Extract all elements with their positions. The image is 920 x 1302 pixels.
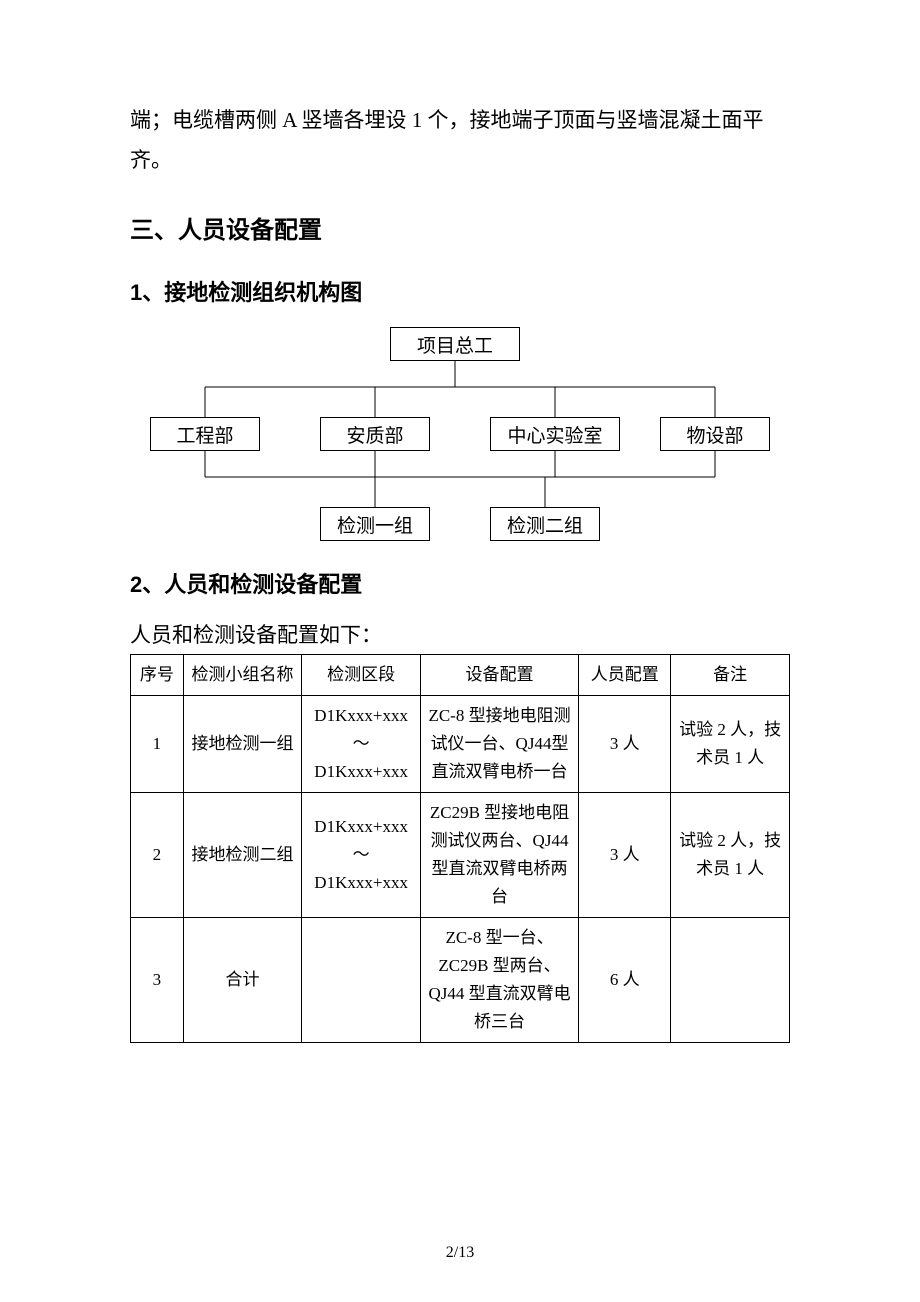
table-cell: 接地检测一组 [183, 696, 302, 793]
table-cell: D1Kxxx+xxx～D1Kxxx+xxx [302, 793, 421, 918]
table-cell: 3 人 [579, 696, 671, 793]
table-cell: ZC-8 型接地电阻测试仪一台、QJ44型直流双臂电桥一台 [420, 696, 578, 793]
table-header-cell: 检测小组名称 [183, 655, 302, 696]
table-cell: 2 [131, 793, 184, 918]
page-number: 2/13 [0, 1244, 920, 1262]
intro-paragraph: 端；电缆槽两侧 A 竖墙各埋设 1 个，接地端子顶面与竖墙混凝土面平齐。 [130, 100, 790, 180]
table-cell: ZC-8 型一台、ZC29B 型两台、QJ44 型直流双臂电桥三台 [420, 918, 578, 1043]
org-chart: 项目总工 工程部 安质部 中心实验室 物设部 检测一组 检测二组 [130, 327, 790, 547]
table-cell: 接地检测二组 [183, 793, 302, 918]
node-dept-lab: 中心实验室 [490, 417, 620, 451]
subsection-2-heading: 2、人员和检测设备配置 [130, 567, 790, 599]
table-header-cell: 人员配置 [579, 655, 671, 696]
node-team-2: 检测二组 [490, 507, 600, 541]
node-dept-material: 物设部 [660, 417, 770, 451]
subsection-1-heading: 1、接地检测组织机构图 [130, 275, 790, 307]
config-table: 序号检测小组名称检测区段设备配置人员配置备注 1接地检测一组D1Kxxx+xxx… [130, 654, 790, 1043]
table-cell [671, 918, 790, 1043]
table-cell: 6 人 [579, 918, 671, 1043]
table-row: 3合计 ZC-8 型一台、ZC29B 型两台、QJ44 型直流双臂电桥三台6 人 [131, 918, 790, 1043]
page: 端；电缆槽两侧 A 竖墙各埋设 1 个，接地端子顶面与竖墙混凝土面平齐。 三、人… [0, 0, 920, 1302]
table-header-cell: 序号 [131, 655, 184, 696]
table-header-cell: 设备配置 [420, 655, 578, 696]
node-dept-safety: 安质部 [320, 417, 430, 451]
table-cell: 合计 [183, 918, 302, 1043]
table-header-cell: 备注 [671, 655, 790, 696]
table-cell: 试验 2 人，技术员 1 人 [671, 793, 790, 918]
node-root: 项目总工 [390, 327, 520, 361]
table-cell: 3 人 [579, 793, 671, 918]
table-cell: 试验 2 人，技术员 1 人 [671, 696, 790, 793]
table-row: 2接地检测二组D1Kxxx+xxx～D1Kxxx+xxxZC29B 型接地电阻测… [131, 793, 790, 918]
table-cell: ZC29B 型接地电阻测试仪两台、QJ44型直流双臂电桥两台 [420, 793, 578, 918]
node-dept-engineering: 工程部 [150, 417, 260, 451]
node-team-1: 检测一组 [320, 507, 430, 541]
table-row: 1接地检测一组D1Kxxx+xxx～D1Kxxx+xxxZC-8 型接地电阻测试… [131, 696, 790, 793]
table-header-row: 序号检测小组名称检测区段设备配置人员配置备注 [131, 655, 790, 696]
section-heading: 三、人员设备配置 [130, 210, 790, 245]
table-cell: 3 [131, 918, 184, 1043]
table-cell: D1Kxxx+xxx～D1Kxxx+xxx [302, 696, 421, 793]
table-cell: 1 [131, 696, 184, 793]
table-intro: 人员和检测设备配置如下： [130, 619, 790, 649]
table-header-cell: 检测区段 [302, 655, 421, 696]
table-cell [302, 918, 421, 1043]
